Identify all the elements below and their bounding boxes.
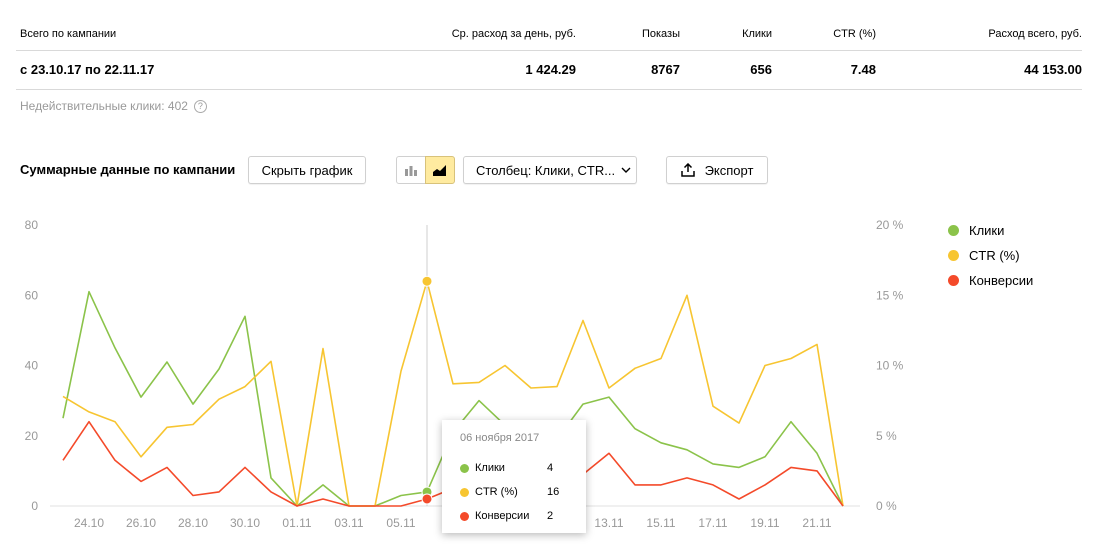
hover-point-2 xyxy=(421,493,433,505)
summary-table: Всего по кампании Ср. расход за день, ру… xyxy=(16,22,1082,90)
legend-label-ctr: CTR (%) xyxy=(969,248,1020,263)
tooltip-label-ctr: CTR (%) xyxy=(475,486,518,498)
summary-header-row: Всего по кампании Ср. расход за день, ру… xyxy=(16,22,1082,51)
cell-total-spend: 44 153.00 xyxy=(1024,62,1082,77)
header-clicks: Клики xyxy=(742,28,772,40)
header-impressions: Показы xyxy=(641,28,680,40)
tooltip-label-clicks: Клики xyxy=(475,462,505,474)
help-icon[interactable]: ? xyxy=(193,99,207,113)
legend-label-clicks: Клики xyxy=(969,223,1005,238)
x-tick-label: 03.11 xyxy=(334,516,363,530)
cell-impressions: 8767 xyxy=(651,62,680,77)
tooltip-date: 06 ноября 2017 xyxy=(460,432,540,444)
tooltip-dot-clicks xyxy=(460,463,469,473)
invalid-clicks-text: Недействительные клики: 402 xyxy=(20,99,188,113)
area-chart-toggle[interactable] xyxy=(425,156,455,184)
header-avg-spend: Ср. расход за день, руб. xyxy=(451,28,576,40)
section-title: Суммарные данные по кампании xyxy=(20,162,236,177)
chevron-down-icon xyxy=(621,167,631,173)
cell-ctr: 7.48 xyxy=(850,62,876,77)
series-line-1 xyxy=(62,280,844,507)
summary-data-row: с 23.10.17 по 22.11.17 1 424.29 8767 656… xyxy=(16,51,1082,90)
y2-tick-label: 10 % xyxy=(876,359,904,373)
x-tick-label: 15.11 xyxy=(646,516,675,530)
header-ctr: CTR (%) xyxy=(833,28,876,40)
x-tick-label: 28.10 xyxy=(178,516,208,530)
y-tick-label: 80 xyxy=(25,218,39,232)
y-tick-label: 20 xyxy=(25,429,39,443)
tooltip-dot-ctr xyxy=(460,487,469,497)
tooltip-value-conversions: 2 xyxy=(547,510,554,522)
bar-chart-toggle[interactable] xyxy=(396,156,426,184)
y-tick-label: 60 xyxy=(25,288,39,302)
x-tick-label: 21.11 xyxy=(802,516,831,530)
bar-chart-icon xyxy=(405,166,417,176)
y-tick-label: 40 xyxy=(25,359,39,373)
legend-item-conversions[interactable]: Конверсии xyxy=(948,268,1033,293)
legend-item-ctr[interactable]: CTR (%) xyxy=(948,243,1033,268)
x-tick-label: 19.11 xyxy=(750,516,779,530)
legend-dot-ctr xyxy=(948,250,959,261)
column-select[interactable]: Столбец: Клики, CTR... xyxy=(463,156,637,184)
tooltip-value-ctr: 16 xyxy=(547,486,560,498)
chart-tooltip: 06 ноября 2017 Клики 4 CTR (%) 16 Конвер… xyxy=(442,420,586,533)
tooltip-row-conversions: Конверсии 2 xyxy=(460,504,586,528)
column-select-label: Столбец: Клики, CTR... xyxy=(476,162,616,178)
y-tick-label: 0 xyxy=(31,499,38,513)
legend-item-clicks[interactable]: Клики xyxy=(948,218,1033,243)
header-period: Всего по кампании xyxy=(20,28,117,40)
header-total-spend: Расход всего, руб. xyxy=(988,28,1082,40)
legend-dot-clicks xyxy=(948,225,959,236)
x-tick-label: 13.11 xyxy=(594,516,623,530)
area-chart-icon xyxy=(433,165,446,176)
y2-tick-label: 5 % xyxy=(876,429,897,443)
x-tick-label: 26.10 xyxy=(126,516,156,530)
cell-period: с 23.10.17 по 22.11.17 xyxy=(20,62,155,77)
tooltip-dot-conversions xyxy=(460,511,469,521)
hide-chart-button[interactable]: Скрыть график xyxy=(248,156,366,184)
export-icon xyxy=(680,163,695,177)
legend-dot-conversions xyxy=(948,275,959,286)
x-tick-label: 30.10 xyxy=(230,516,260,530)
tooltip-label-conversions: Конверсии xyxy=(475,510,530,522)
y2-tick-label: 0 % xyxy=(876,499,897,513)
y2-tick-label: 20 % xyxy=(876,218,904,232)
cell-clicks: 656 xyxy=(750,62,772,77)
x-tick-label: 01.11 xyxy=(282,516,311,530)
tooltip-row-ctr: CTR (%) 16 xyxy=(460,480,586,504)
cell-avg-spend: 1 424.29 xyxy=(525,62,576,77)
x-tick-label: 24.10 xyxy=(74,516,104,530)
export-button[interactable]: Экспорт xyxy=(666,156,768,184)
invalid-clicks: Недействительные клики: 402 ? xyxy=(20,99,207,113)
chart-legend: Клики CTR (%) Конверсии xyxy=(948,218,1033,293)
tooltip-row-clicks: Клики 4 xyxy=(460,456,586,480)
tooltip-value-clicks: 4 xyxy=(547,462,554,474)
x-tick-label: 05.11 xyxy=(386,516,415,530)
legend-label-conversions: Конверсии xyxy=(969,273,1034,288)
hide-chart-label: Скрыть график xyxy=(261,162,353,178)
y2-tick-label: 15 % xyxy=(876,288,904,302)
hover-point-1 xyxy=(421,275,433,287)
x-tick-label: 17.11 xyxy=(698,516,727,530)
export-label: Экспорт xyxy=(704,162,754,178)
